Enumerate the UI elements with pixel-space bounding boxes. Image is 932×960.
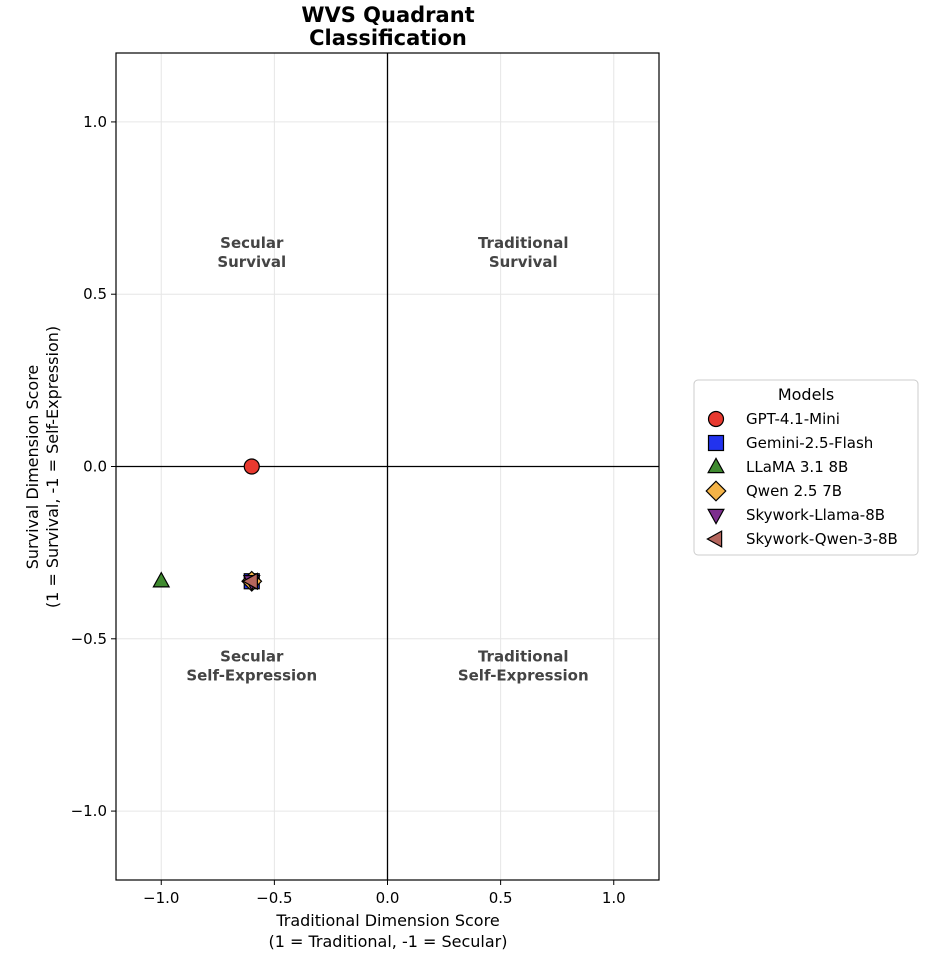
legend-label: GPT-4.1-Mini bbox=[746, 410, 840, 428]
x-tick-label: −0.5 bbox=[256, 889, 292, 907]
reference-lines bbox=[116, 53, 659, 880]
legend-marker-gemini-2-5-flash bbox=[707, 434, 725, 452]
y-tick-label: 1.0 bbox=[83, 113, 107, 131]
quadrant-label: Survival bbox=[489, 253, 558, 271]
legend: Models GPT-4.1-Mini Gemini-2.5-Flash LLaMA… bbox=[693, 379, 919, 556]
legend-label: Qwen 2.5 7B bbox=[746, 482, 842, 500]
legend-marker-skywork-llama-8b bbox=[707, 508, 725, 525]
y-tick-label: 0.5 bbox=[83, 285, 107, 303]
legend-marker-gpt-4-1-mini bbox=[707, 410, 725, 428]
legend-marker-skywork-qwen-3-8b bbox=[706, 530, 723, 548]
x-axis-label-line-1: Traditional Dimension Score bbox=[275, 911, 499, 930]
data-point-llama-3-1-8b bbox=[152, 571, 171, 588]
data-points bbox=[152, 458, 263, 592]
legend-label: LLaMA 3.1 8B bbox=[746, 458, 848, 476]
quadrant-label: Traditional bbox=[478, 647, 569, 665]
quadrant-label: Traditional bbox=[478, 234, 569, 252]
y-axis-label-line-2: (1 = Survival, -1 = Self-Expression) bbox=[43, 326, 62, 608]
x-tick-label: 0.5 bbox=[489, 889, 513, 907]
data-point-skywork-qwen-3-8b bbox=[241, 572, 258, 591]
chart-title-line-1: WVS Quadrant bbox=[301, 3, 474, 27]
x-tick-label: 0.0 bbox=[376, 889, 400, 907]
legend-label: Gemini-2.5-Flash bbox=[746, 434, 873, 452]
quadrant-label: Survival bbox=[217, 253, 286, 271]
axis-ticks: −1.0 −0.5 0.0 0.5 1.0 −1.0 −0.5 0.0 0.5 1.0 bbox=[71, 113, 626, 907]
quadrant-label: Self-Expression bbox=[458, 666, 589, 684]
quadrant-labels: SecularSurvivalTraditionalSurvivalSecula… bbox=[186, 234, 588, 685]
x-tick-label: −1.0 bbox=[143, 889, 179, 907]
legend-title: Models bbox=[778, 385, 834, 404]
x-tick-label: 1.0 bbox=[602, 889, 626, 907]
quadrant-label: Secular bbox=[220, 647, 284, 665]
y-tick-label: −0.5 bbox=[71, 630, 107, 648]
y-axis-label-line-1: Survival Dimension Score bbox=[23, 365, 42, 570]
quadrant-label: Self-Expression bbox=[186, 666, 317, 684]
legend-frame bbox=[693, 379, 919, 556]
legend-marker-llama-3-1-8b bbox=[707, 457, 725, 474]
quadrant-label: Secular bbox=[220, 234, 284, 252]
legend-label: Skywork-Llama-8B bbox=[746, 506, 885, 524]
chart-title-line-2: Classification bbox=[309, 26, 467, 50]
y-tick-label: 0.0 bbox=[83, 458, 107, 476]
legend-marker-qwen-2-5-7b bbox=[705, 480, 727, 502]
data-point-gpt-4-1-mini bbox=[243, 458, 260, 475]
x-axis-label-line-2: (1 = Traditional, -1 = Secular) bbox=[268, 932, 507, 951]
y-tick-label: −1.0 bbox=[71, 802, 107, 820]
legend-label: Skywork-Qwen-3-8B bbox=[746, 530, 898, 548]
